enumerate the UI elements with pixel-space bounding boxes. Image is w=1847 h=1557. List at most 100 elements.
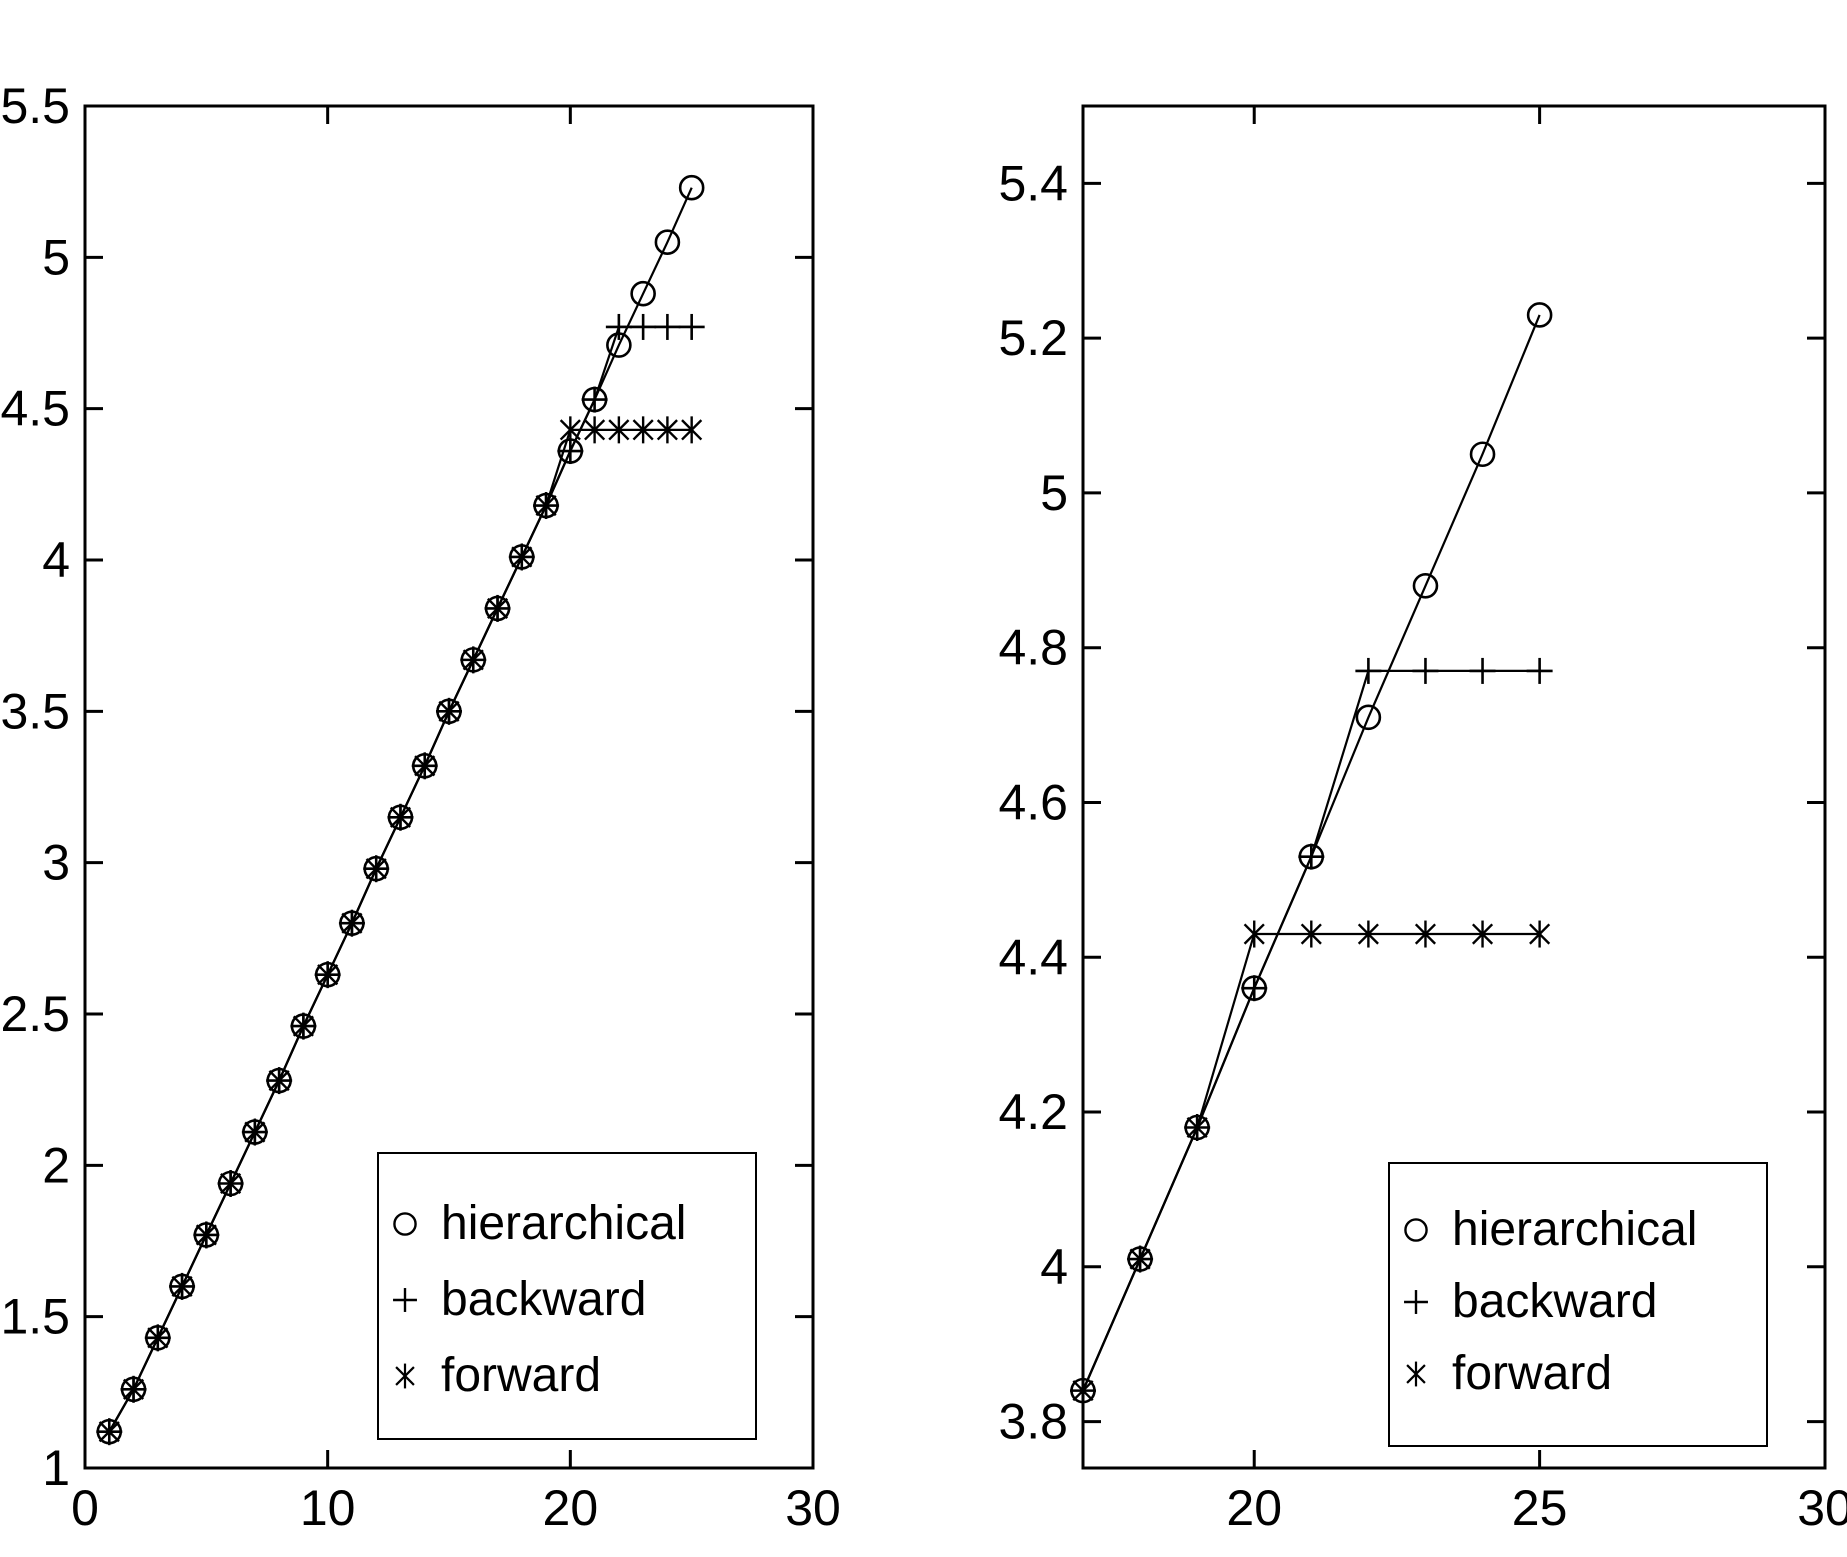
y-tick-label: 5 bbox=[1040, 465, 1068, 521]
series-forward-markers bbox=[98, 416, 703, 1446]
asterisk-marker-icon bbox=[559, 416, 581, 444]
plus-marker-icon bbox=[1404, 1290, 1428, 1314]
y-tick-label: 4.5 bbox=[0, 381, 70, 437]
plus-marker-icon bbox=[393, 1288, 417, 1312]
y-tick-label: 5.2 bbox=[998, 310, 1068, 366]
asterisk-marker-icon bbox=[1471, 920, 1494, 948]
asterisk-marker-icon bbox=[1406, 1361, 1426, 1387]
plus-marker-icon bbox=[1412, 657, 1439, 684]
asterisk-marker-icon bbox=[1414, 920, 1437, 948]
asterisk-marker-icon bbox=[341, 909, 363, 937]
asterisk-marker-icon bbox=[1396, 1354, 1436, 1394]
legend-item-label: forward bbox=[1452, 1347, 1613, 1400]
series-forward-markers bbox=[1072, 920, 1551, 1405]
legend-item-label: hierarchical bbox=[441, 1197, 687, 1250]
asterisk-marker-icon bbox=[486, 594, 509, 622]
asterisk-marker-icon bbox=[438, 697, 460, 725]
asterisk-marker-icon bbox=[414, 752, 436, 780]
x-tick-label: 25 bbox=[1512, 1480, 1568, 1536]
legend-left: hierarchical backward forward bbox=[377, 1152, 757, 1440]
x-tick-label: 10 bbox=[300, 1480, 356, 1536]
y-tick-label: 5 bbox=[42, 229, 70, 285]
asterisk-marker-icon bbox=[268, 1067, 290, 1095]
plus-marker-icon bbox=[1355, 657, 1382, 684]
asterisk-marker-icon bbox=[681, 416, 703, 444]
y-tick-label: 4 bbox=[42, 532, 70, 588]
asterisk-marker-icon bbox=[1129, 1245, 1151, 1273]
asterisk-marker-icon bbox=[511, 543, 533, 571]
y-tick-label: 3.8 bbox=[998, 1394, 1068, 1450]
circle-marker-icon bbox=[654, 229, 681, 255]
circle-marker-icon bbox=[1396, 1210, 1436, 1250]
circle-marker-icon bbox=[385, 1204, 425, 1244]
plus-marker-icon bbox=[630, 313, 657, 340]
x-tick-label: 20 bbox=[1226, 1480, 1282, 1536]
y-tick-label: 5.5 bbox=[0, 78, 70, 134]
legend-right: hierarchical backward forward bbox=[1388, 1162, 1768, 1447]
legend-item-label: backward bbox=[1452, 1275, 1658, 1328]
legend-item-forward: forward bbox=[1390, 1338, 1766, 1410]
asterisk-marker-icon bbox=[98, 1418, 120, 1446]
y-tick-label: 2 bbox=[42, 1137, 70, 1193]
plus-marker-icon bbox=[385, 1280, 425, 1320]
asterisk-marker-icon bbox=[244, 1118, 266, 1146]
y-tick-label: 2.5 bbox=[0, 986, 70, 1042]
y-tick-label: 1 bbox=[42, 1440, 70, 1496]
asterisk-marker-icon bbox=[584, 416, 606, 444]
circle-marker-icon bbox=[1469, 441, 1496, 468]
y-tick-label: 5.4 bbox=[998, 155, 1068, 211]
circle-marker-icon bbox=[678, 174, 705, 201]
asterisk-marker-icon bbox=[395, 1363, 415, 1389]
y-tick-label: 4.2 bbox=[998, 1084, 1068, 1140]
asterisk-marker-icon bbox=[535, 492, 557, 520]
plus-marker-icon bbox=[678, 313, 705, 340]
asterisk-marker-icon bbox=[656, 416, 678, 444]
plus-marker-icon bbox=[581, 386, 608, 413]
asterisk-marker-icon bbox=[317, 961, 339, 989]
legend-item-forward: forward bbox=[379, 1338, 755, 1414]
asterisk-marker-icon bbox=[292, 1012, 314, 1040]
asterisk-marker-icon bbox=[220, 1169, 242, 1197]
circle-marker-icon bbox=[393, 1212, 417, 1236]
y-tick-label: 3.5 bbox=[0, 683, 70, 739]
asterisk-marker-icon bbox=[1243, 920, 1265, 948]
y-tick-label: 4.6 bbox=[998, 774, 1068, 830]
plus-marker-icon bbox=[605, 313, 632, 340]
circle-marker-icon bbox=[1355, 704, 1382, 731]
legend-item-label: forward bbox=[441, 1349, 602, 1402]
circle-marker-icon bbox=[1404, 1218, 1428, 1242]
y-tick-label: 4.4 bbox=[998, 929, 1068, 985]
y-tick-label: 3 bbox=[42, 835, 70, 891]
x-tick-label: 30 bbox=[785, 1480, 841, 1536]
legend-item-backward: backward bbox=[379, 1262, 755, 1338]
x-tick-label: 0 bbox=[71, 1480, 99, 1536]
x-tick-label: 20 bbox=[543, 1480, 599, 1536]
axes-box bbox=[83, 104, 815, 1470]
asterisk-marker-icon bbox=[122, 1375, 145, 1403]
y-tick-label: 4 bbox=[1040, 1239, 1068, 1295]
legend-item-label: hierarchical bbox=[1452, 1203, 1698, 1256]
y-tick-label: 4.8 bbox=[998, 620, 1068, 676]
legend-item-hierarchical: hierarchical bbox=[379, 1186, 755, 1262]
left-plot: 0 10 20 30 1 1.5 2 2.5 3 3.5 4 4.5 5 5.5 bbox=[0, 78, 840, 1536]
asterisk-marker-icon bbox=[462, 646, 484, 674]
plus-marker-icon bbox=[1241, 975, 1268, 1002]
asterisk-marker-icon bbox=[171, 1272, 193, 1300]
circle-marker-icon bbox=[1526, 302, 1553, 328]
asterisk-marker-icon bbox=[389, 803, 412, 831]
asterisk-marker-icon bbox=[385, 1356, 425, 1396]
right-plot: 20 25 30 3.8 4 4.2 4.4 4.6 4.8 5 5.2 5.4 bbox=[998, 104, 1847, 1536]
plus-marker-icon bbox=[1526, 657, 1553, 684]
asterisk-marker-icon bbox=[632, 416, 654, 444]
legend-item-hierarchical: hierarchical bbox=[1390, 1194, 1766, 1266]
asterisk-marker-icon bbox=[1357, 920, 1379, 948]
plus-marker-icon bbox=[1469, 657, 1496, 684]
plus-marker-icon bbox=[654, 313, 681, 340]
x-tick-label: 30 bbox=[1797, 1480, 1847, 1536]
plus-marker-icon bbox=[1298, 843, 1325, 870]
asterisk-marker-icon bbox=[1072, 1377, 1094, 1405]
asterisk-marker-icon bbox=[195, 1221, 217, 1249]
asterisk-marker-icon bbox=[365, 855, 387, 883]
circle-marker-icon bbox=[1412, 572, 1439, 599]
